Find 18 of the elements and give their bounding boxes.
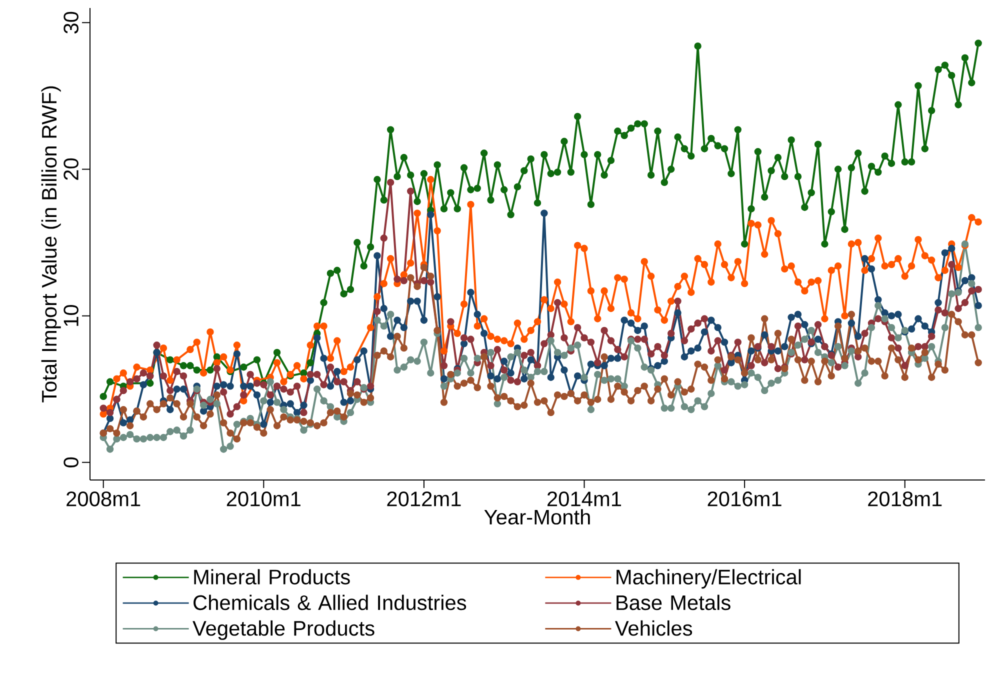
x-tick-label: 2008m1	[66, 492, 140, 506]
y-tick-label: 20	[64, 158, 78, 180]
y-tick-label: 0	[64, 457, 78, 468]
legend-label: Chemicals & Allied Industries	[194, 594, 466, 610]
y-axis-title: Total Import Value (in Billion RWF)	[41, 86, 61, 402]
x-tick-label: 2012m1	[387, 492, 461, 506]
x-tick-label: 2016m1	[708, 492, 782, 506]
x-axis-title: Year-Month	[484, 509, 590, 525]
legend-label: Machinery/Electrical	[616, 569, 801, 589]
x-tick-label: 2014m1	[548, 492, 622, 506]
legend-label: Vehicles	[614, 620, 692, 636]
legend-label: Base Metals	[616, 594, 730, 610]
x-tick-label: 2018m1	[868, 492, 942, 506]
legend-label: Mineral Products	[194, 569, 350, 584]
legend-label: Vegetable Products	[192, 620, 374, 640]
x-tick-label: 2010m1	[226, 492, 300, 506]
y-tick-label: 30	[64, 12, 78, 34]
y-tick-label: 10	[64, 305, 78, 326]
